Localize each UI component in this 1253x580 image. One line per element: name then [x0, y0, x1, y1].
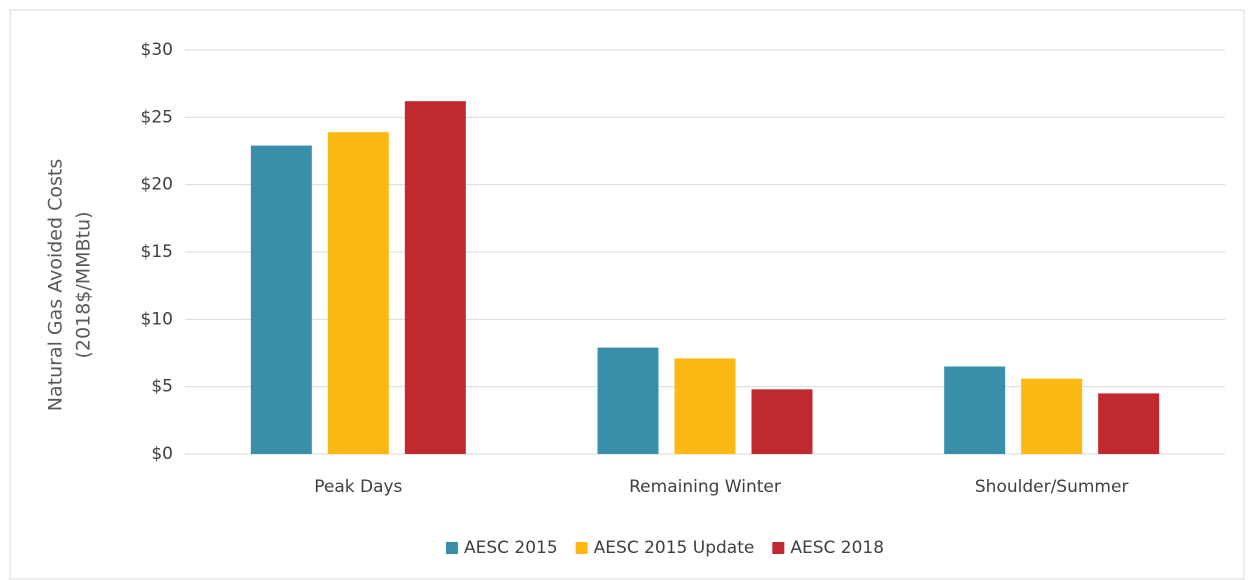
- bar: [751, 389, 813, 454]
- y-tick-label: $25: [141, 107, 173, 127]
- bar: [597, 347, 659, 454]
- y-tick-label: $0: [151, 444, 173, 464]
- bar: [944, 366, 1006, 454]
- legend-swatch: [445, 542, 458, 554]
- bar: [327, 132, 389, 454]
- legend-swatch: [772, 542, 785, 554]
- y-tick-label: $20: [141, 175, 173, 195]
- y-tick-label: $10: [141, 309, 173, 329]
- legend-label: AESC 2015: [464, 538, 558, 558]
- y-tick-label: $30: [141, 40, 173, 60]
- y-tick-label: $15: [141, 242, 173, 262]
- chart-frame: [9, 9, 1245, 580]
- x-tick-label: Peak Days: [314, 477, 402, 497]
- bar: [404, 101, 466, 454]
- bar: [674, 358, 736, 454]
- y-axis-label: (2018$/MMBtu): [73, 212, 95, 359]
- y-tick-label: $5: [151, 377, 173, 397]
- x-tick-label: Remaining Winter: [629, 477, 781, 497]
- bar: [250, 145, 312, 454]
- bar: [1098, 393, 1160, 454]
- legend-label: AESC 2015 Update: [594, 538, 755, 558]
- bar: [1021, 378, 1083, 454]
- legend-label: AESC 2018: [790, 538, 884, 558]
- x-tick-label: Shoulder/Summer: [975, 477, 1129, 497]
- y-axis-label: Natural Gas Avoided Costs: [45, 159, 67, 411]
- legend-swatch: [575, 542, 588, 554]
